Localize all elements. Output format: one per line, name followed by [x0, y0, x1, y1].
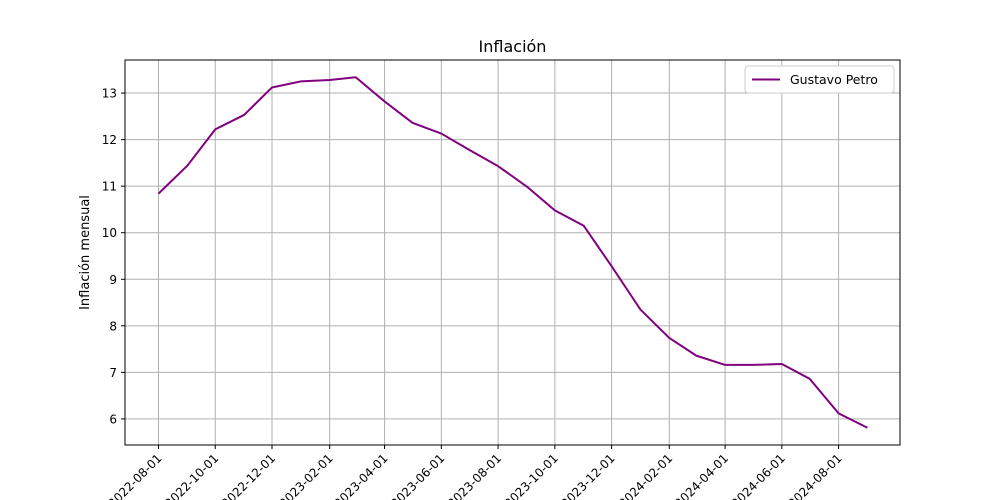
grid: [125, 60, 900, 445]
y-tick-label: 6: [109, 412, 117, 426]
y-axis: 6 7 8 9 10 11 12 13: [102, 87, 125, 426]
y-tick-label: 9: [109, 273, 117, 287]
series-layer: [157, 76, 868, 429]
y-tick-label: 11: [102, 180, 117, 194]
legend-box: [744, 65, 895, 94]
plot-frame: [124, 59, 901, 446]
y-axis-label: Inflación mensual: [78, 195, 93, 310]
y-tick-label: 10: [102, 226, 117, 240]
series-line-gustavo-petro: [157, 76, 868, 429]
chart-title: Inflación: [479, 37, 547, 56]
y-tick-label: 8: [109, 319, 117, 333]
legend: Gustavo Petro: [744, 65, 895, 94]
y-tick-label: 13: [102, 87, 117, 101]
y-tick-label: 7: [109, 366, 117, 380]
legend-label-gustavo-petro: Gustavo Petro: [790, 72, 878, 87]
y-tick-label: 12: [102, 133, 117, 147]
